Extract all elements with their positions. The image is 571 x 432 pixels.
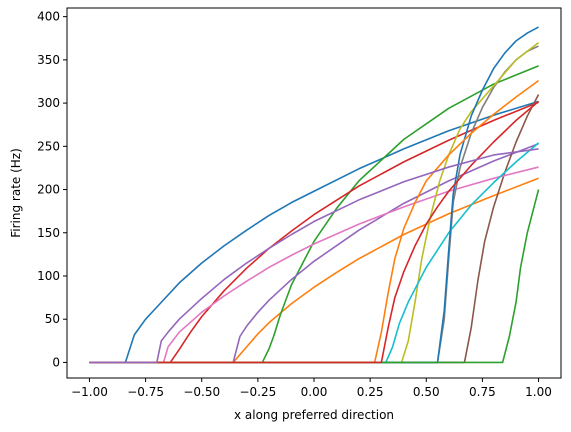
x-tick-label: −0.25 (239, 385, 276, 399)
series-line-9 (89, 41, 540, 364)
series-line-15 (89, 148, 539, 364)
y-tick-label: 200 (37, 183, 60, 197)
x-tick-label: −0.75 (127, 385, 164, 399)
x-tick-label: 0.25 (357, 385, 384, 399)
series-layer (89, 26, 540, 364)
x-tick-label: 0.50 (413, 385, 440, 399)
series-line-7 (89, 166, 539, 364)
y-tick-label: 400 (37, 10, 60, 24)
y-tick-label: 250 (37, 139, 60, 153)
y-tick-label: 50 (45, 312, 60, 326)
series-line-12 (89, 79, 540, 364)
y-tick-label: 350 (37, 53, 60, 67)
x-tick-label: −1.00 (71, 385, 108, 399)
x-tick-label: 1.00 (525, 385, 552, 399)
x-axis: −1.00 −0.75 −0.50 −0.25 0.00 0.25 0.50 0.75 1.00 (71, 378, 552, 399)
series-line-3 (89, 65, 539, 364)
series-line-13 (89, 189, 540, 364)
y-tick-label: 0 (52, 355, 60, 369)
series-line-6 (89, 94, 540, 364)
plot-frame (66, 7, 562, 379)
series-line-14 (89, 100, 540, 364)
x-tick-label: −0.50 (183, 385, 220, 399)
series-line-10 (89, 142, 540, 364)
y-axis: 0 50 100 150 200 250 300 350 400 (37, 10, 67, 369)
series-line-1 (89, 100, 539, 364)
series-line-2 (89, 177, 539, 364)
y-tick-label: 100 (37, 269, 60, 283)
x-tick-label: 0.75 (469, 385, 496, 399)
x-axis-label: x along preferred direction (234, 408, 394, 422)
y-axis-label: Firing rate (Hz) (9, 148, 23, 238)
x-tick-label: 0.00 (301, 385, 328, 399)
series-line-11 (89, 26, 539, 364)
series-line-5 (89, 142, 539, 364)
y-tick-label: 300 (37, 96, 60, 110)
y-tick-label: 150 (37, 226, 60, 240)
